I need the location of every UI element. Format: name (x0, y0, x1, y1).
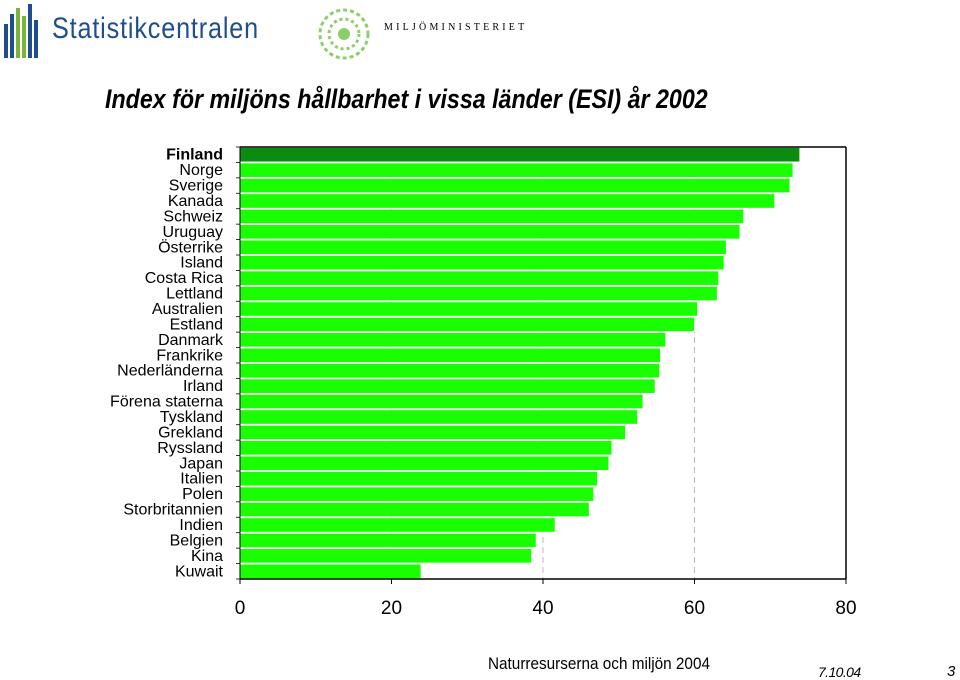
category-label: Förena staterna (110, 394, 223, 411)
category-label: Ryssland (157, 440, 223, 457)
bar (239, 270, 720, 286)
bar (239, 532, 537, 549)
source-note: Naturresurserna och miljön 2004 (488, 654, 710, 673)
category-label: Grekland (158, 424, 223, 441)
bar (239, 255, 725, 271)
bar (239, 147, 801, 163)
statistics-logo-icon (4, 4, 38, 58)
bar (239, 440, 613, 456)
bar (239, 455, 610, 471)
category-label: Indien (179, 517, 223, 534)
category-label: Estland (170, 316, 223, 333)
bar (239, 548, 533, 564)
category-label: Sverige (169, 178, 223, 195)
bar (239, 193, 776, 209)
category-label: Kina (191, 548, 223, 565)
ministry-logo: MILJÖMINISTERIET (312, 4, 572, 64)
category-label: Belgien (170, 532, 223, 549)
ministry-logo-text: MILJÖMINISTERIET (384, 22, 528, 33)
category-label: Polen (182, 486, 223, 503)
category-label: Danmark (158, 332, 224, 349)
bar (239, 239, 727, 255)
bar (239, 301, 698, 317)
category-label: Österrike (158, 238, 223, 256)
bar (239, 563, 422, 579)
category-label: Japan (179, 455, 223, 472)
category-label: Norge (179, 162, 223, 179)
x-tick-label: 0 (235, 598, 246, 619)
category-label: Schweiz (163, 208, 223, 225)
category-label: Tyskland (160, 409, 223, 426)
category-label: Storbritannien (123, 502, 223, 519)
x-tick-label: 20 (381, 598, 402, 619)
bar (239, 517, 556, 533)
bar (239, 208, 745, 225)
category-label: Kanada (168, 193, 223, 210)
statistics-finland-logo: Statistikcentralen (0, 0, 290, 64)
category-label: Lettland (166, 286, 223, 303)
bar (239, 393, 644, 410)
category-label: Island (180, 255, 223, 272)
bar (239, 409, 639, 425)
bar (239, 363, 661, 379)
ministry-logo-icon (318, 8, 370, 60)
statistics-logo-text: Statistikcentralen (52, 12, 260, 45)
page-number: 3 (947, 663, 956, 680)
x-tick-label: 80 (835, 598, 856, 619)
x-tick-label: 40 (532, 598, 553, 619)
bar (239, 285, 718, 302)
x-tick-label: 60 (684, 598, 705, 619)
bar (239, 347, 661, 363)
bar (239, 471, 598, 487)
category-label: Kuwait (175, 563, 224, 580)
category-label: Frankrike (156, 347, 223, 364)
category-label: Nederländerna (117, 363, 223, 380)
bar (239, 486, 595, 502)
bar (239, 224, 741, 240)
bar (239, 177, 791, 194)
bar (239, 424, 626, 441)
bar (239, 162, 794, 178)
bar (239, 316, 695, 333)
bar (239, 501, 590, 518)
bar (239, 378, 656, 394)
bar (239, 332, 667, 348)
category-label: Australien (152, 301, 223, 318)
category-label: Irland (183, 378, 223, 395)
category-label: Italien (180, 471, 223, 488)
date-label: 7.10.04 (818, 664, 861, 680)
category-label: Uruguay (163, 224, 223, 241)
category-label: Costa Rica (145, 270, 223, 287)
chart-title: Index för miljöns hållbarhet i vissa län… (105, 84, 708, 114)
category-label: Finland (166, 147, 223, 164)
